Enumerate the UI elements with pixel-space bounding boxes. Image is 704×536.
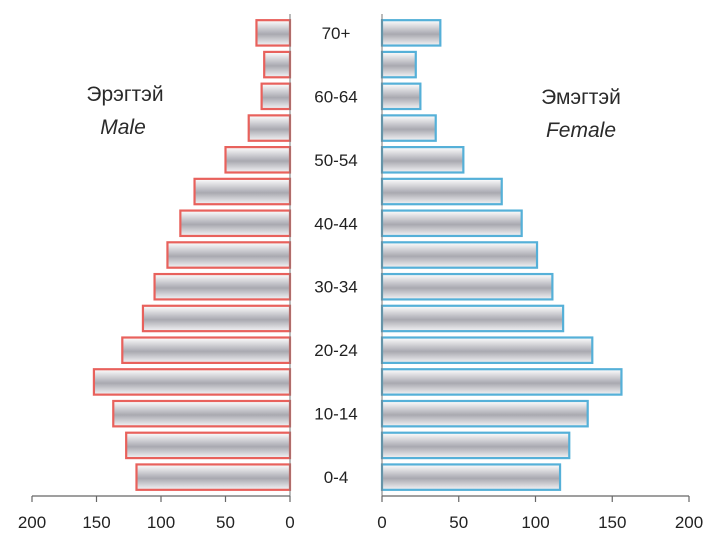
female-bar-50-54	[380, 146, 465, 174]
male-bar-10-14	[112, 399, 292, 428]
female-tick-label-150: 150	[598, 513, 626, 532]
age-label-0-4: 0-4	[324, 468, 349, 487]
male-bar-60-64	[260, 82, 292, 111]
male-bar-5-9	[125, 431, 292, 460]
female-bar-10-14	[380, 399, 589, 428]
age-label-60-64: 60-64	[314, 87, 357, 106]
male-bar-55-59	[247, 114, 292, 142]
female-bar-70+	[380, 19, 442, 47]
male-tick-label-100: 100	[147, 513, 175, 532]
female-bar-55-59	[380, 114, 437, 142]
male-tick-label-150: 150	[82, 513, 110, 532]
male-tick-label-0: 0	[285, 513, 294, 532]
female-bar-35-39	[380, 241, 539, 269]
female-bar-25-29	[380, 304, 565, 333]
age-label-30-34: 30-34	[314, 278, 357, 297]
age-label-50-54: 50-54	[314, 151, 357, 170]
male-bar-40-44	[179, 209, 292, 238]
female-bars	[380, 19, 623, 491]
female-bar-65-69	[380, 50, 417, 79]
female-bar-45-49	[380, 177, 503, 206]
male-label-mn: Эрэгтэй	[86, 83, 163, 106]
age-group-labels: 0-4 10-14 20-24 30-34 40-44 50-54 60-64 70+	[314, 24, 357, 487]
female-bar-40-44	[380, 209, 523, 238]
female-bar-60-64	[380, 82, 422, 111]
female-tick-label-50: 50	[449, 513, 468, 532]
male-bar-20-24	[121, 336, 292, 364]
female-bar-15-19	[380, 368, 623, 396]
female-tick-label-0: 0	[377, 513, 386, 532]
female-tick-label-200: 200	[675, 513, 703, 532]
female-bar-20-24	[380, 336, 594, 364]
age-label-40-44: 40-44	[314, 214, 357, 233]
male-tick-label-50: 50	[216, 513, 235, 532]
age-label-10-14: 10-14	[314, 405, 357, 424]
male-bar-50-54	[224, 146, 292, 174]
female-label-mn: Эмэгтэй	[541, 86, 621, 109]
female-bar-30-34	[380, 272, 554, 301]
male-bar-0-4	[135, 463, 292, 491]
male-tick-label-200: 200	[18, 513, 46, 532]
male-bar-25-29	[141, 304, 292, 333]
male-bar-45-49	[193, 177, 292, 206]
male-bar-35-39	[166, 241, 292, 269]
male-bar-65-69	[263, 50, 292, 79]
female-tick-label-100: 100	[521, 513, 549, 532]
male-bar-15-19	[92, 368, 292, 396]
age-label-20-24: 20-24	[314, 341, 357, 360]
male-label-en: Male	[100, 116, 146, 139]
male-bar-30-34	[153, 272, 292, 301]
age-label-70+: 70+	[322, 24, 351, 43]
female-label-en: Female	[546, 119, 616, 142]
female-bar-5-9	[380, 431, 571, 460]
female-x-axis: 0 50 100 150 200	[377, 14, 703, 532]
male-x-axis: 0 50 100 150 200	[18, 14, 295, 532]
male-bar-70+	[255, 19, 292, 47]
female-bar-0-4	[380, 463, 562, 491]
male-bars	[92, 19, 292, 491]
